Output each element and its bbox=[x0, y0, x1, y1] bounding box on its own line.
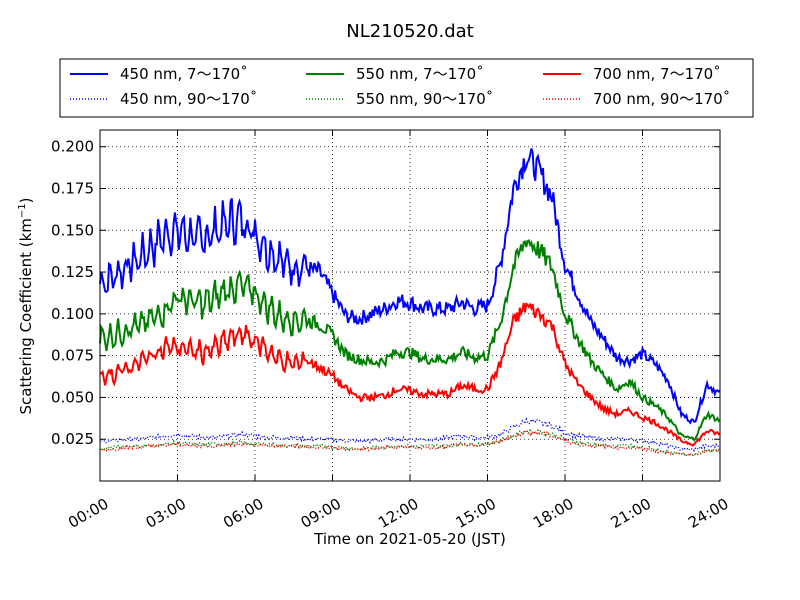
legend-label-5: 700 nm, 7～170˚ bbox=[593, 65, 721, 83]
series-line-6 bbox=[99, 428, 721, 457]
y-tick-label: 0.200 bbox=[51, 138, 94, 156]
series-line-3 bbox=[99, 239, 721, 442]
x-tick-label: 12:00 bbox=[375, 495, 421, 532]
y-axis-label-unit-exponent: −1 bbox=[17, 203, 28, 218]
x-tick-label: 15:00 bbox=[453, 495, 499, 532]
y-tick-label: 0.025 bbox=[51, 430, 94, 448]
y-axis-label-main: Scattering Coefficient (km bbox=[17, 218, 35, 414]
x-tick-label: 06:00 bbox=[220, 495, 266, 532]
x-tick-label: 09:00 bbox=[298, 495, 344, 532]
axes: 00:00 03:00 06:00 09:00 12:00 15:00 18:00 21:00… bbox=[51, 129, 732, 532]
x-tick-label: 03:00 bbox=[143, 495, 189, 532]
y-tick-label: 0.175 bbox=[51, 180, 94, 198]
x-tick-label: 18:00 bbox=[530, 495, 576, 532]
legend-label-3: 550 nm, 7～170˚ bbox=[356, 65, 484, 83]
x-tick-label: 21:00 bbox=[608, 495, 654, 532]
x-axis-label: Time on 2021-05-20 (JST) bbox=[313, 530, 506, 548]
y-axis-label: Scattering Coefficient (km−1) bbox=[17, 197, 35, 414]
y-tick-label: 0.150 bbox=[51, 221, 94, 239]
legend: 450 nm, 7～170˚ 550 nm, 7～170˚ 700 nm, 7～17… bbox=[59, 58, 754, 118]
series-line-1 bbox=[99, 148, 721, 425]
x-tick-label: 00:00 bbox=[65, 495, 111, 532]
y-tick-label: 0.125 bbox=[51, 263, 94, 281]
series-line-2 bbox=[99, 417, 721, 452]
legend-label-1: 450 nm, 7～170˚ bbox=[120, 65, 248, 83]
series-layer bbox=[99, 148, 721, 457]
legend-label-2: 450 nm, 90～170˚ bbox=[120, 90, 257, 108]
y-tick-label: 0.100 bbox=[51, 305, 94, 323]
y-axis-label-close: ) bbox=[17, 197, 35, 203]
series-line-5 bbox=[99, 302, 721, 447]
legend-label-4: 550 nm, 90～170˚ bbox=[356, 90, 493, 108]
y-tick-label: 0.075 bbox=[51, 347, 94, 365]
legend-box bbox=[59, 58, 754, 118]
chart-title: NL210520.dat bbox=[346, 21, 473, 42]
x-tick-label: 24:00 bbox=[685, 495, 731, 532]
y-tick-label: 0.050 bbox=[51, 388, 94, 406]
legend-label-6: 700 nm, 90～170˚ bbox=[593, 90, 730, 108]
